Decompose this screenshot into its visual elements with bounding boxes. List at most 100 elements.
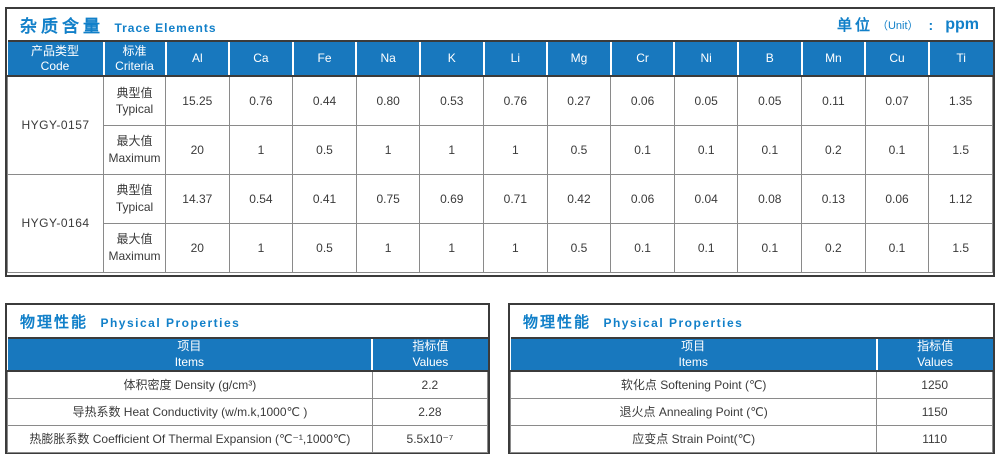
value-cell: 1 [483,124,548,175]
value-cell: 1 [355,222,421,273]
physical-properties-panel-right: 物理性能 Physical Properties 项目 Items 指标值 Va… [508,303,995,454]
criteria-cn: 典型值 [116,85,153,100]
col-header-code-cn: 产品类型 [30,43,79,58]
col-header-ni: Ni [673,40,738,77]
value-cell: 0.44 [292,75,357,126]
value-cell: 0.11 [801,75,866,126]
value-cell: 1 [355,124,421,175]
trace-title-en: Trace Elements [114,21,217,35]
value-cell: 1.12 [928,173,993,224]
item-cell: 退火点 Annealing Point (℃) [509,397,878,426]
product-code-cell: HYGY-0157 [7,75,104,175]
physical-right-title-en: Physical Properties [603,315,744,330]
physical-properties-table-left: 项目 Items 指标值 Values 体积密度 Density (g/cm³)… [7,336,489,453]
item-cell: 软化点 Softening Point (℃) [509,370,878,399]
value-cell: 1.35 [928,75,993,126]
value-cell: 20 [165,222,230,273]
col-header-ca: Ca [228,40,293,77]
unit-label: 单位 （Unit） : ppm [837,14,979,35]
col-header-k: K [418,40,484,77]
value-cell: 1 [228,124,294,175]
trace-elements-table: 产品类型 Code 标准 Criteria Al Ca Fe Na K Li M… [7,40,993,273]
physical-right-title-cn: 物理性能 [523,313,592,331]
value-cell: 0.06 [864,173,930,224]
table-row-strain-point: 应变点 Strain Point(℃) 1110 [509,424,993,453]
unit-label-en: （Unit） [876,20,919,32]
col-header-li: Li [482,40,548,77]
criteria-cn: 最大值 [116,232,153,247]
physical-left-title-cn: 物理性能 [20,313,89,331]
value-cell: 1 [228,222,294,273]
table-row-density: 体积密度 Density (g/cm³) 2.2 [7,370,489,399]
value-cell: 0.71 [483,173,548,224]
col-header-b: B [736,40,802,77]
col-header-items: 项目 Items [7,336,373,373]
col-header-items-cn: 项目 [681,339,706,353]
value-cell: 0.1 [610,124,675,175]
col-header-items: 项目 Items [510,336,877,373]
physical-properties-table-right: 项目 Items 指标值 Values 软化点 Softening Point … [509,336,993,453]
physical-left-title-en: Physical Properties [100,315,241,330]
col-header-code: 产品类型 Code [7,40,104,77]
value-cell: 0.13 [801,173,866,224]
unit-label-cn: 单位 [836,17,873,34]
value-cell: 0.76 [483,75,548,126]
table-row-0157-typical: HYGY-0157 典型值 Typical 15.25 0.76 0.44 0.… [7,75,993,175]
col-header-cr: Cr [609,40,675,77]
value-cell: 0.1 [610,222,675,273]
col-header-ti: Ti [927,40,993,77]
physical-properties-panel-left: 物理性能 Physical Properties 项目 Items 指标值 Va… [5,303,490,454]
criteria-cn: 最大值 [116,134,153,149]
value-cell: 1 [419,124,485,175]
col-header-items-cn: 项目 [177,339,202,353]
value-cell: 1 [419,222,485,273]
criteria-en: Maximum [108,150,161,165]
unit-value: ppm [945,15,979,33]
table-row-0157-maximum: 最大值 Maximum 20 1 0.5 1 1 1 0.5 0.1 0.1 0… [8,124,993,175]
value-cell: 1.5 [928,124,993,175]
value-cell: 0.2 [801,124,866,175]
value-cell: 0.41 [292,173,357,224]
value-cell: 14.37 [165,173,230,224]
value-cell: 5.5x10⁻⁷ [371,424,489,453]
unit-colon: : [928,16,934,33]
col-header-values-en: Values [412,354,449,369]
physical-right-title: 物理性能 Physical Properties [523,311,743,332]
col-header-items-en: Items [678,354,708,369]
col-header-values: 指标值 Values [371,336,488,373]
value-cell: 0.53 [419,75,485,126]
item-cell: 热膨胀系数 Coefficient Of Thermal Expansion (… [7,424,373,453]
value-cell: 0.06 [610,75,675,126]
physical-left-header-row: 项目 Items 指标值 Values [7,336,488,373]
col-header-na: Na [355,40,420,77]
value-cell: 20 [165,124,230,175]
criteria-en: Typical [115,199,154,214]
product-code-cell: HYGY-0164 [7,173,104,273]
item-cell: 应变点 Strain Point(℃) [509,424,878,453]
value-cell: 0.75 [355,173,421,224]
value-cell: 1 [483,222,548,273]
criteria-cell: 典型值 Typical [103,75,166,126]
value-cell: 2.28 [371,397,489,426]
table-row-thermal-expansion: 热膨胀系数 Coefficient Of Thermal Expansion (… [7,424,489,453]
value-cell: 0.27 [546,75,612,126]
value-cell: 0.76 [228,75,294,126]
col-header-criteria-en: Criteria [115,58,154,73]
physical-left-title: 物理性能 Physical Properties [20,311,240,332]
value-cell: 0.5 [546,124,612,175]
table-row-softening-point: 软化点 Softening Point (℃) 1250 [509,370,993,399]
value-cell: 1110 [876,424,993,453]
value-cell: 0.5 [292,124,357,175]
value-cell: 0.54 [228,173,294,224]
value-cell: 2.2 [371,370,489,399]
criteria-cell: 最大值 Maximum [103,124,166,175]
value-cell: 0.07 [864,75,930,126]
value-cell: 15.25 [165,75,230,126]
value-cell: 0.1 [737,222,803,273]
trace-title-cn: 杂质含量 [20,17,104,36]
value-cell: 0.2 [801,222,866,273]
value-cell: 0.42 [546,173,612,224]
col-header-criteria: 标准 Criteria [102,40,166,77]
col-header-values-cn: 指标值 [917,339,954,353]
value-cell: 1250 [876,370,993,399]
